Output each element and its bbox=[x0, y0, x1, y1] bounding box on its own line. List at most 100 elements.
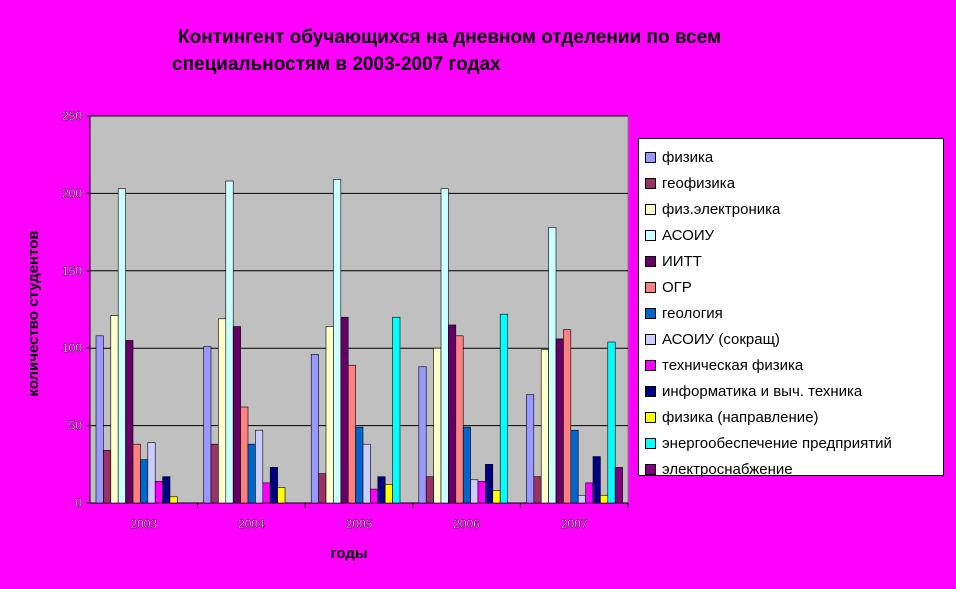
bar bbox=[269, 467, 278, 504]
bar bbox=[140, 459, 149, 504]
bar bbox=[310, 354, 319, 504]
bar bbox=[418, 366, 427, 504]
legend-item: ОГР bbox=[645, 274, 943, 300]
bar bbox=[277, 487, 286, 504]
chart-title: Контингент обучающихся на дневном отделе… bbox=[140, 24, 820, 78]
legend-item: АСОИУ (сокращ) bbox=[645, 326, 943, 352]
bar bbox=[485, 463, 494, 504]
chart-title-line-2: специальностям в 2003-2007 годах bbox=[172, 54, 501, 75]
bar bbox=[600, 494, 609, 504]
legend-item: геология bbox=[645, 300, 943, 326]
y-tick-label: 150 bbox=[62, 264, 82, 278]
bar bbox=[563, 329, 572, 504]
bar bbox=[125, 340, 134, 504]
bar bbox=[147, 442, 156, 504]
legend-swatch bbox=[645, 229, 656, 241]
legend-label: физ.электроника bbox=[662, 200, 781, 218]
chart-legend: физика геофизика физ.электроника АСОИУ ИИТТ О… bbox=[638, 138, 944, 478]
bar bbox=[225, 180, 234, 504]
bar bbox=[247, 443, 256, 504]
bar bbox=[347, 364, 356, 504]
bar bbox=[455, 335, 464, 504]
legend-item: информатика и выч. техника bbox=[645, 378, 943, 404]
legend-label: физика bbox=[662, 148, 714, 166]
legend-label: геофизика bbox=[662, 174, 736, 192]
legend-swatch bbox=[645, 359, 656, 371]
bar bbox=[540, 349, 549, 504]
bar bbox=[585, 482, 594, 504]
bar bbox=[440, 188, 449, 504]
legend-item: физика bbox=[645, 144, 943, 170]
bar bbox=[607, 341, 616, 504]
legend-item: ИИТТ bbox=[645, 248, 943, 274]
bar bbox=[526, 394, 535, 504]
bar bbox=[548, 227, 557, 504]
bar bbox=[110, 315, 119, 504]
bar bbox=[262, 482, 271, 504]
x-tick-label: 2007 bbox=[561, 517, 588, 531]
legend-item: геофизика bbox=[645, 170, 943, 196]
legend-swatch bbox=[645, 281, 656, 293]
legend-item: электроснабжение bbox=[645, 456, 943, 482]
legend-swatch bbox=[645, 333, 656, 345]
bar bbox=[362, 443, 371, 504]
bar bbox=[95, 335, 104, 504]
bar bbox=[384, 484, 393, 504]
bar bbox=[425, 476, 434, 504]
y-tick-label: 0 bbox=[75, 496, 82, 510]
bar bbox=[592, 456, 601, 504]
y-axis-label: количество студентов bbox=[25, 230, 42, 396]
bar bbox=[470, 479, 479, 504]
legend-swatch bbox=[645, 203, 656, 215]
legend-label: техническая физика bbox=[662, 356, 804, 374]
bar bbox=[240, 406, 249, 504]
legend-label: ИИТТ bbox=[662, 252, 702, 270]
chart-title-line-1: Контингент обучающихся на дневном отделе… bbox=[178, 27, 721, 48]
bar bbox=[340, 316, 349, 504]
legend-swatch bbox=[645, 385, 656, 397]
y-tick-label: 100 bbox=[62, 341, 82, 355]
legend-label: ОГР bbox=[662, 278, 692, 296]
x-tick-label: 2004 bbox=[238, 517, 265, 531]
bar bbox=[103, 450, 112, 504]
legend-label: геология bbox=[662, 304, 723, 322]
bar bbox=[448, 324, 457, 504]
x-tick-label: 2003 bbox=[130, 517, 157, 531]
legend-swatch bbox=[645, 151, 656, 163]
legend-label: электроснабжение bbox=[662, 460, 793, 478]
bar bbox=[169, 496, 178, 504]
bar bbox=[570, 429, 579, 504]
bar bbox=[462, 426, 471, 504]
legend-swatch bbox=[645, 437, 656, 449]
y-tick-label: 250 bbox=[62, 109, 82, 123]
bar bbox=[333, 179, 342, 504]
bar bbox=[492, 490, 501, 504]
legend-label: информатика и выч. техника bbox=[662, 382, 863, 400]
bar bbox=[162, 476, 171, 504]
bar bbox=[210, 443, 219, 504]
bar bbox=[325, 326, 334, 504]
legend-swatch bbox=[645, 463, 656, 475]
bar bbox=[477, 481, 486, 504]
bar bbox=[370, 488, 379, 504]
bar bbox=[533, 476, 542, 504]
y-tick-label: 50 bbox=[69, 419, 83, 433]
legend-swatch bbox=[645, 307, 656, 319]
legend-item: АСОИУ bbox=[645, 222, 943, 248]
legend-swatch bbox=[645, 177, 656, 189]
bar bbox=[614, 467, 623, 504]
bar bbox=[577, 494, 586, 504]
bar bbox=[355, 426, 364, 504]
bar bbox=[555, 338, 564, 504]
bar bbox=[132, 443, 141, 504]
legend-label: АСОИУ bbox=[662, 226, 715, 244]
x-tick-label: 2006 bbox=[453, 517, 480, 531]
bar bbox=[232, 326, 241, 504]
y-tick-label: 200 bbox=[62, 186, 82, 200]
legend-label: АСОИУ (сокращ) bbox=[662, 330, 780, 348]
bar bbox=[377, 476, 386, 504]
x-tick-label: 2005 bbox=[346, 517, 373, 531]
legend-label: физика (направление) bbox=[662, 408, 819, 426]
legend-item: энергообеспечение предприятий bbox=[645, 430, 943, 456]
